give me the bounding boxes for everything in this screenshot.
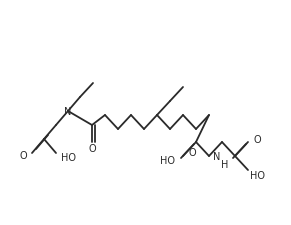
- Text: N: N: [64, 106, 72, 117]
- Text: O: O: [88, 143, 96, 153]
- Text: HO: HO: [160, 155, 175, 165]
- Text: N: N: [213, 151, 220, 161]
- Text: H: H: [221, 159, 228, 169]
- Text: HO: HO: [250, 170, 265, 180]
- Text: O: O: [253, 134, 261, 144]
- Text: HO: HO: [61, 152, 76, 162]
- Text: O: O: [188, 147, 196, 157]
- Text: O: O: [19, 150, 27, 160]
